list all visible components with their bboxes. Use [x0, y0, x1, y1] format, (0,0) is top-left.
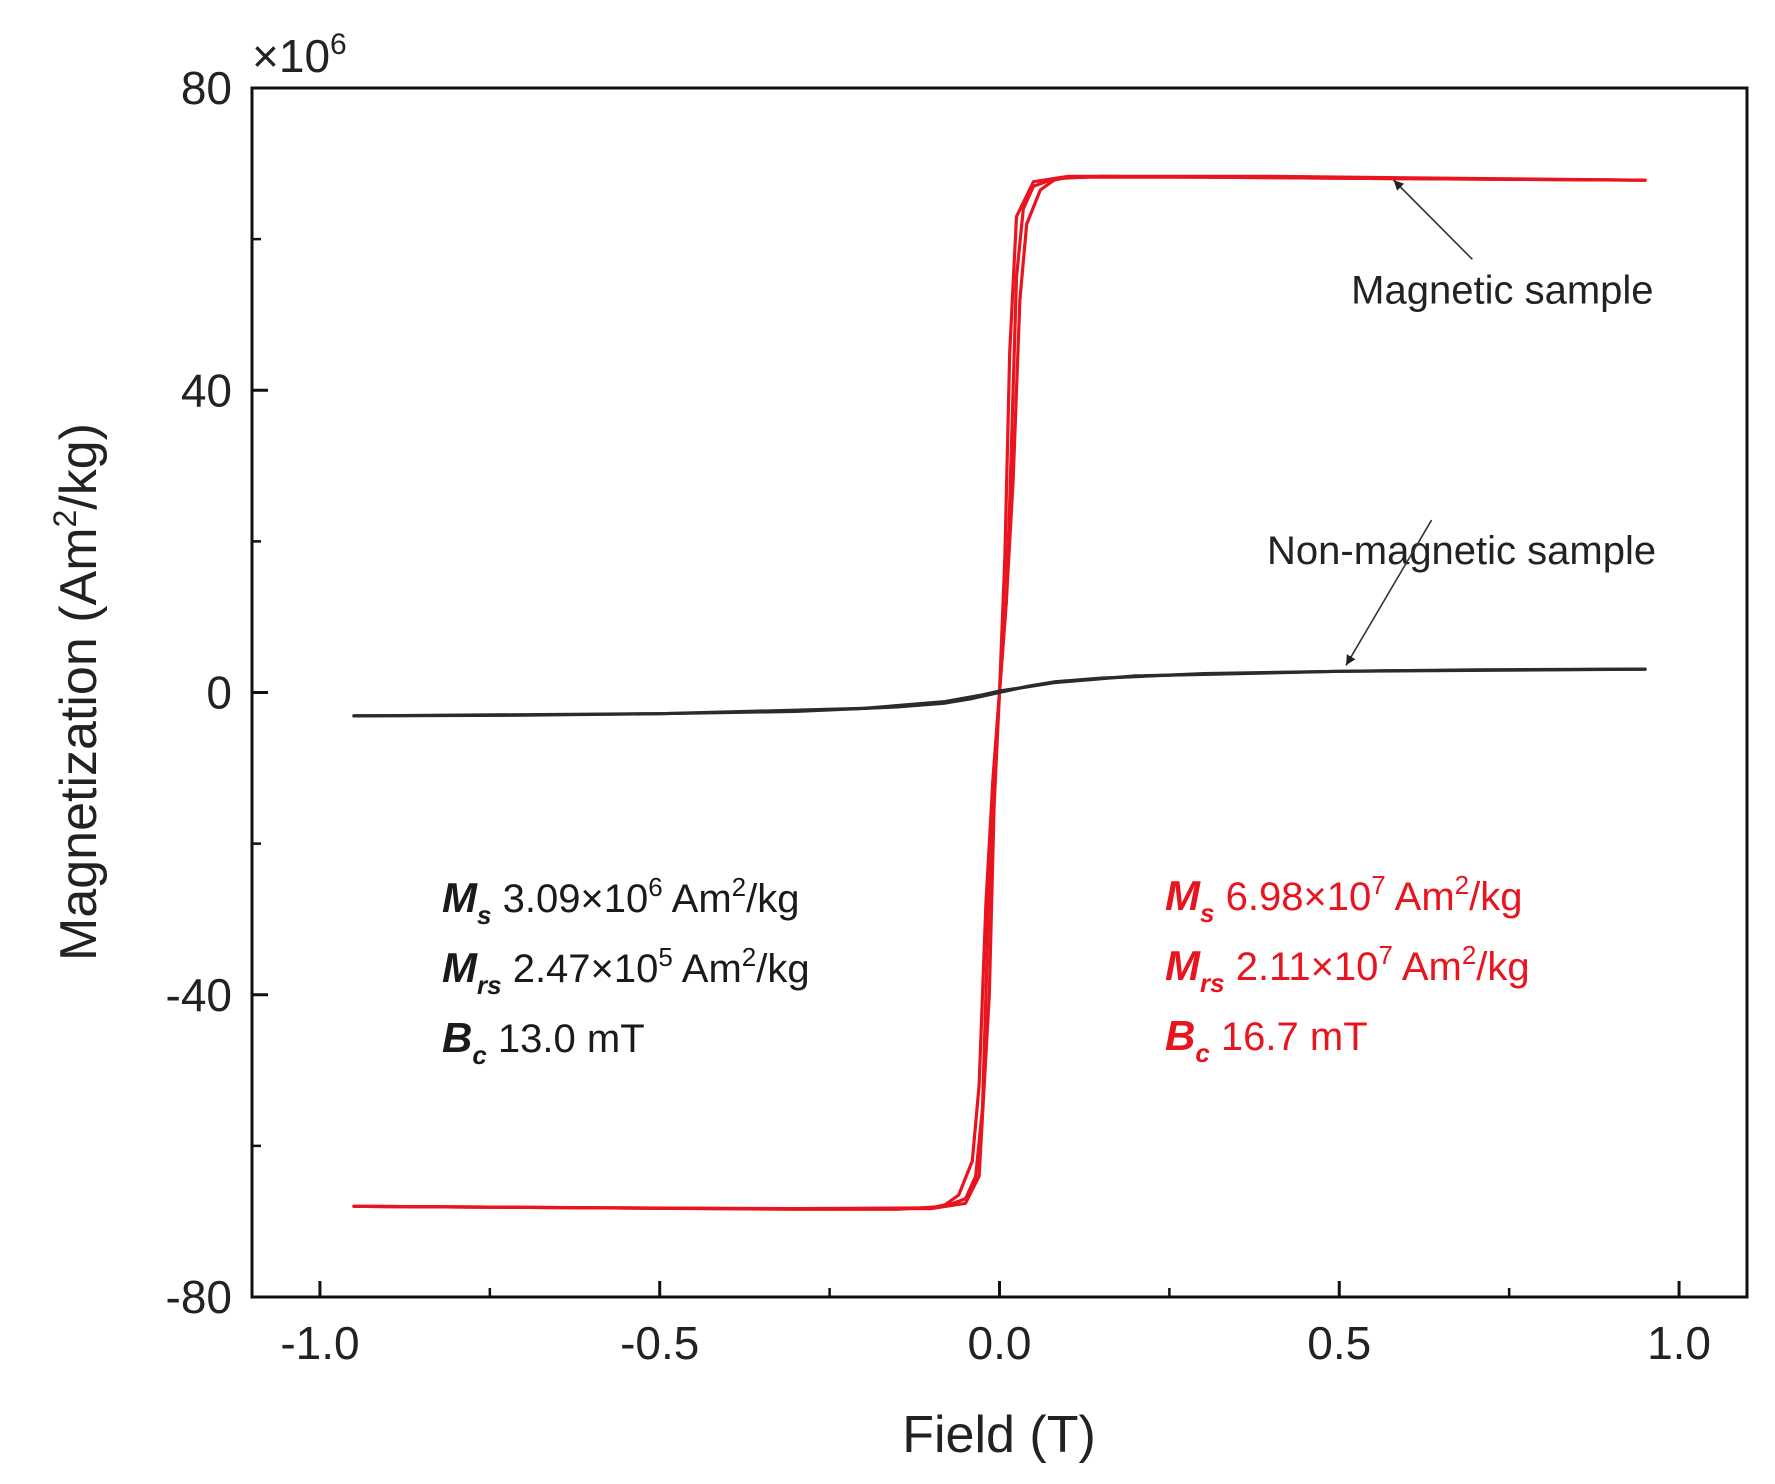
y-tick-label: 0 [206, 667, 232, 719]
non-magnetic-sample-curve-2 [352, 667, 1647, 718]
stat-bc: Bc 13.0 mT [442, 1014, 645, 1070]
stat-ms: Ms 6.98×107 Am2/kg [1165, 870, 1523, 928]
non-magnetic-sample-label: Non-magnetic sample [1267, 529, 1656, 573]
magnetic-sample-label: Magnetic sample [1351, 268, 1653, 312]
magnetic-sample-arrow [1393, 179, 1473, 260]
y-tick-label: -80 [166, 1271, 232, 1323]
curves-layer [352, 174, 1647, 1211]
y-tick-label: 40 [181, 364, 232, 416]
y-axis-title: Magnetization (Am2/kg) [47, 423, 108, 961]
annotations-layer: Magnetic sample Non-magnetic sample [1267, 179, 1656, 666]
x-tick-label: -1.0 [280, 1317, 359, 1369]
stat-ms: Ms 3.09×106 Am2/kg [442, 872, 800, 930]
x-tick-label: 0.5 [1307, 1317, 1371, 1369]
stats-magnetic: Ms 6.98×107 Am2/kg Mrs 2.11×107 Am2/kg Bc … [1165, 870, 1530, 1068]
x-axis-title: Field (T) [902, 1406, 1096, 1464]
stat-bc: Bc 16.7 mT [1165, 1012, 1368, 1068]
x-tick-label: 0.0 [968, 1317, 1032, 1369]
stat-mrs: Mrs 2.11×107 Am2/kg [1165, 940, 1530, 998]
ticks-layer: -1.0 -0.5 0.0 0.5 1.0 -80 -40 0 40 80 [166, 62, 1712, 1369]
y-multiplier: ×106 [252, 28, 347, 82]
y-tick-label: 80 [181, 62, 232, 114]
x-tick-label: 1.0 [1647, 1317, 1711, 1369]
y-tick-label: -40 [166, 969, 232, 1021]
stat-mrs: Mrs 2.47×105 Am2/kg [442, 942, 810, 1000]
x-tick-label: -0.5 [620, 1317, 699, 1369]
non-magnetic-sample-arrow [1345, 519, 1433, 666]
stats-non-magnetic: Ms 3.09×106 Am2/kg Mrs 2.47×105 Am2/kg Bc … [442, 872, 810, 1070]
